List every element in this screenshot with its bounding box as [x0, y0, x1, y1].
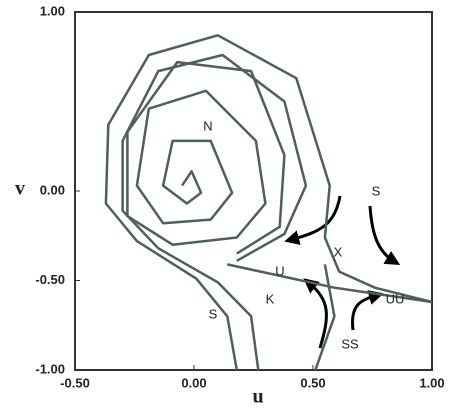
y-tick-label: 1.00	[40, 3, 65, 18]
annotation: S	[209, 306, 218, 321]
annotation: X	[334, 244, 343, 259]
annotation: N	[203, 118, 212, 133]
trajectory	[104, 34, 433, 371]
trajectory	[121, 53, 308, 371]
flow-arrows	[284, 195, 401, 349]
annotation: SS	[341, 336, 359, 351]
annotation: K	[266, 291, 275, 306]
x-tick-label: 1.00	[419, 375, 444, 390]
x-tick-label: 0.50	[300, 375, 325, 390]
x-tick-label: -0.50	[60, 375, 90, 390]
trajectory	[227, 263, 433, 304]
trajectory	[314, 264, 336, 371]
annotation: S	[372, 183, 381, 198]
y-tick-label: -0.50	[35, 272, 65, 287]
annotation: UU	[386, 291, 405, 306]
y-tick-label: -1.00	[35, 361, 65, 376]
y-axis-title: v	[15, 178, 25, 200]
x-axis-title: u	[252, 386, 263, 408]
trajectory	[126, 60, 286, 255]
x-tick-label: 0.00	[181, 375, 206, 390]
annotation: U	[275, 263, 284, 278]
y-tick-label: 0.00	[40, 182, 65, 197]
